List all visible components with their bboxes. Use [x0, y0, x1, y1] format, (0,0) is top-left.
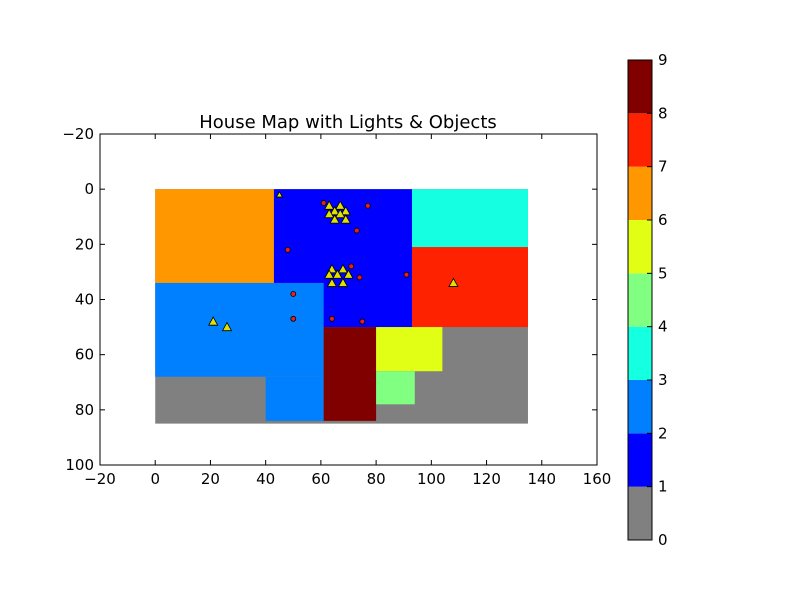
- colorbar-tick-label: 7: [658, 158, 668, 176]
- colorbar-tick-label: 2: [658, 424, 668, 442]
- colorbar-tick-label: 0: [658, 531, 668, 549]
- region-5-value-2: [155, 282, 324, 377]
- colorbar-tick-label: 4: [658, 318, 668, 336]
- lights-layer: [208, 190, 459, 332]
- colorbar-band-3: [628, 326, 652, 380]
- colorbar-tick-label: 6: [658, 211, 668, 229]
- region-7-value-8: [323, 327, 377, 421]
- colorbar-ticks: 0 1 2 3 4 5 6 7 8 9: [647, 51, 668, 549]
- regions-layer: [155, 189, 528, 424]
- light-point: [221, 321, 233, 332]
- light-point: [340, 214, 351, 224]
- y-tick-label: 100: [65, 456, 94, 474]
- object-point: [329, 315, 335, 322]
- light-point: [337, 263, 349, 274]
- light-point: [275, 190, 284, 198]
- light-point: [323, 208, 335, 218]
- y-tick-label: 20: [75, 235, 94, 253]
- x-axis: −20 0 20 40 60 80 100 120 140 160: [84, 134, 611, 488]
- plot-area: −20 0 20 40 60 80 100 120 140 160 −20 0 20 40 60 80 100: [62, 125, 611, 488]
- colorbar-tick-label: 5: [658, 264, 668, 282]
- object-point: [290, 291, 297, 297]
- y-tick-label: 0: [84, 180, 94, 198]
- colorbar-band-7: [628, 113, 652, 167]
- y-tick-label: 60: [75, 346, 94, 364]
- colorbar-tick-label: 9: [658, 51, 668, 69]
- object-point: [353, 227, 360, 234]
- x-tick-label: 160: [583, 470, 612, 488]
- object-point: [290, 315, 297, 322]
- colorbar-band-5: [628, 220, 652, 274]
- object-point: [364, 202, 371, 209]
- light-point: [323, 269, 335, 279]
- region-6-value-2: [265, 376, 324, 421]
- colorbar-band-2: [628, 380, 652, 434]
- light-point: [343, 269, 354, 279]
- colorbar-band-6: [628, 166, 652, 220]
- x-tick-label: −20: [84, 470, 116, 488]
- y-tick-label: −20: [62, 125, 94, 143]
- colorbar-tick-label: 3: [658, 371, 668, 389]
- y-tick-label: 40: [75, 291, 94, 309]
- x-tick-label: 140: [527, 470, 556, 488]
- x-tick-label: 120: [472, 470, 501, 488]
- colorbar-frame: [627, 59, 653, 541]
- colorbar-band-1: [628, 433, 652, 487]
- colorbar-tick-label: 1: [658, 478, 668, 496]
- object-point: [359, 318, 366, 325]
- region-9-value-4: [376, 371, 415, 405]
- colorbar-band-4: [628, 273, 652, 327]
- colorbar: 0 1 2 3 4 5 6 7 8 9: [627, 51, 668, 549]
- colorbar-tick-label: 8: [658, 104, 668, 122]
- region-1-value-6: [155, 189, 274, 283]
- x-tick-label: 60: [311, 470, 330, 488]
- object-point: [348, 263, 355, 270]
- x-tick-label: 100: [417, 470, 446, 488]
- light-point: [332, 269, 343, 279]
- light-point: [326, 277, 338, 287]
- colorbar-band-8: [628, 60, 652, 114]
- light-point: [335, 208, 346, 218]
- colorbar-bands: [628, 60, 652, 540]
- light-point: [208, 316, 219, 326]
- y-tick-label: 80: [75, 401, 94, 419]
- region-4-value-7: [412, 247, 528, 328]
- x-tick-label: 40: [256, 470, 275, 488]
- light-point: [337, 277, 349, 287]
- x-tick-label: 20: [201, 470, 220, 488]
- colorbar-band-0: [628, 486, 652, 540]
- y-axis: −20 0 20 40 60 80 100: [62, 125, 597, 474]
- region-8-value-5: [376, 327, 443, 372]
- x-tick-label: 80: [367, 470, 386, 488]
- object-point: [403, 271, 410, 278]
- object-point: [284, 246, 291, 253]
- x-tick-label: 0: [150, 470, 160, 488]
- chart-title: House Map with Lights & Objects: [199, 112, 497, 133]
- objects-layer: [284, 200, 410, 325]
- light-point: [329, 214, 340, 224]
- light-point: [448, 277, 459, 287]
- object-point: [356, 274, 363, 281]
- object-point: [320, 200, 327, 206]
- region-3-value-3: [412, 189, 528, 248]
